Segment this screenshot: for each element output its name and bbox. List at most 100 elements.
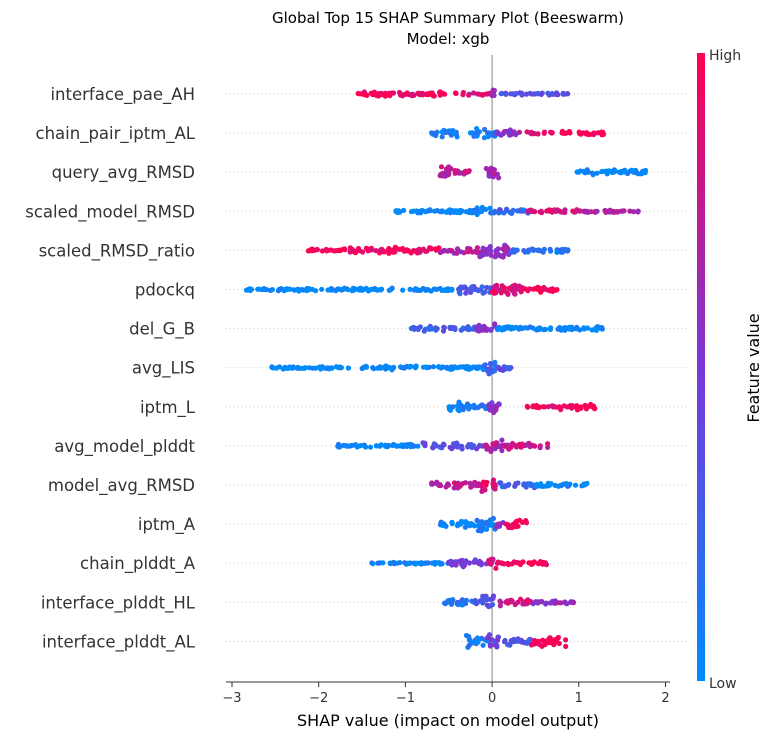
shap-point xyxy=(490,87,496,93)
shap-point xyxy=(475,287,481,293)
shap-point xyxy=(487,407,493,413)
shap-point xyxy=(629,167,635,173)
shap-point xyxy=(459,602,465,608)
shap-point xyxy=(513,520,519,526)
shap-point xyxy=(363,444,369,450)
shap-point xyxy=(506,598,513,604)
shap-point xyxy=(545,441,551,447)
shap-point xyxy=(503,91,509,97)
shap-point xyxy=(509,440,516,447)
feature-label: model_avg_RMSD xyxy=(48,476,195,496)
shap-point xyxy=(577,327,583,333)
feature-label: interface_pae_AH xyxy=(50,85,195,105)
shap-point xyxy=(378,287,384,293)
shap-point xyxy=(512,483,518,489)
shap-point xyxy=(458,170,464,176)
shap-point xyxy=(494,171,500,177)
shap-point xyxy=(489,92,496,98)
shap-point xyxy=(475,528,481,534)
shap-point xyxy=(453,443,459,449)
shap-point xyxy=(600,168,606,174)
shap-point xyxy=(528,91,535,97)
shap-point xyxy=(449,287,455,293)
shap-point xyxy=(638,171,645,177)
shap-point xyxy=(495,131,501,137)
shap-point xyxy=(603,209,609,215)
shap-point xyxy=(413,286,419,292)
data-points xyxy=(243,87,649,650)
shap-point xyxy=(577,208,583,214)
shap-point xyxy=(457,286,463,292)
shap-point xyxy=(572,482,579,488)
shap-point xyxy=(329,365,335,371)
shap-point xyxy=(505,642,511,648)
chart-subtitle: Model: xgb xyxy=(407,30,490,48)
shap-point xyxy=(538,289,544,295)
shap-point xyxy=(463,632,470,639)
shap-point xyxy=(541,638,547,645)
shap-point xyxy=(460,89,466,96)
shap-point xyxy=(479,92,486,98)
shap-point xyxy=(340,286,346,292)
shap-point xyxy=(422,248,428,254)
shap-point xyxy=(303,287,309,294)
shap-point xyxy=(497,444,503,450)
shap-point xyxy=(499,437,505,443)
shap-point xyxy=(440,522,446,528)
shap-point xyxy=(438,483,444,489)
shap-point xyxy=(386,90,392,96)
shap-point xyxy=(538,91,544,97)
shap-point xyxy=(386,287,392,293)
shap-point xyxy=(480,596,486,602)
shap-point xyxy=(541,246,547,252)
shap-point xyxy=(418,210,424,216)
shap-point xyxy=(513,90,519,97)
shap-point xyxy=(537,445,543,451)
shap-point xyxy=(377,364,383,370)
shap-point xyxy=(488,252,494,258)
shap-point xyxy=(543,483,549,489)
shap-point xyxy=(385,247,391,253)
shap-point xyxy=(522,286,528,292)
shap-point xyxy=(477,208,483,214)
shap-point xyxy=(471,90,477,96)
shap-point xyxy=(438,90,444,96)
shap-point xyxy=(337,364,343,371)
shap-point xyxy=(548,286,554,292)
shap-point xyxy=(519,92,525,98)
shap-point xyxy=(543,562,550,568)
shap-point xyxy=(273,365,279,371)
shap-point xyxy=(532,641,538,647)
feature-label: iptm_L xyxy=(140,398,196,418)
feature-label: query_avg_RMSD xyxy=(52,163,195,183)
shap-point xyxy=(506,366,513,372)
feature-label: scaled_RMSD_ratio xyxy=(39,241,195,261)
shap-point xyxy=(479,402,485,408)
shap-point xyxy=(506,130,512,136)
shap-point xyxy=(419,560,425,567)
shap-point xyxy=(434,208,440,214)
shap-point xyxy=(562,325,568,331)
shap-point xyxy=(407,364,413,370)
shap-point xyxy=(525,441,531,447)
x-tick-label: −1 xyxy=(396,691,415,706)
shap-point xyxy=(440,248,447,254)
shap-point xyxy=(443,169,449,175)
shap-point xyxy=(447,207,453,213)
shap-point xyxy=(323,246,329,253)
shap-point xyxy=(248,286,254,292)
shap-point xyxy=(407,91,413,98)
shap-point xyxy=(408,209,415,215)
shap-point xyxy=(549,130,555,136)
shap-point xyxy=(473,130,479,136)
shap-point xyxy=(561,403,567,409)
shap-point xyxy=(465,404,471,410)
shap-point xyxy=(505,325,511,331)
shap-point xyxy=(429,560,435,566)
shap-point xyxy=(471,482,477,488)
shap-point xyxy=(302,365,308,371)
shap-point xyxy=(486,173,492,179)
shap-point xyxy=(528,482,534,489)
shap-point xyxy=(437,561,443,567)
shap-point xyxy=(523,482,529,488)
